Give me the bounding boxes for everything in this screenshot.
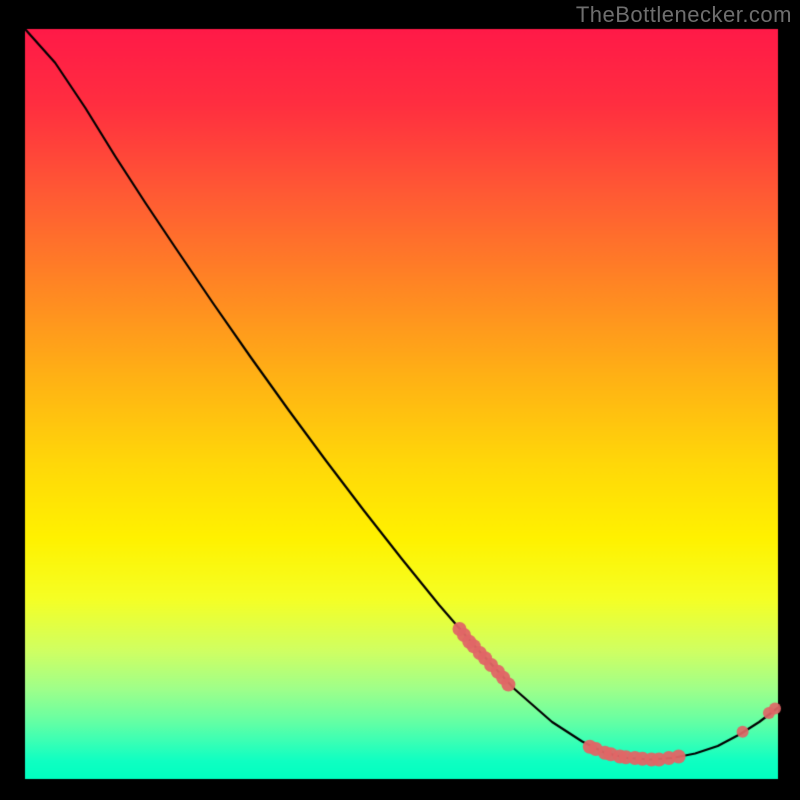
curve-chart-canvas	[0, 0, 800, 800]
watermark-text: TheBottlenecker.com	[576, 2, 792, 28]
chart-container: TheBottlenecker.com	[0, 0, 800, 800]
